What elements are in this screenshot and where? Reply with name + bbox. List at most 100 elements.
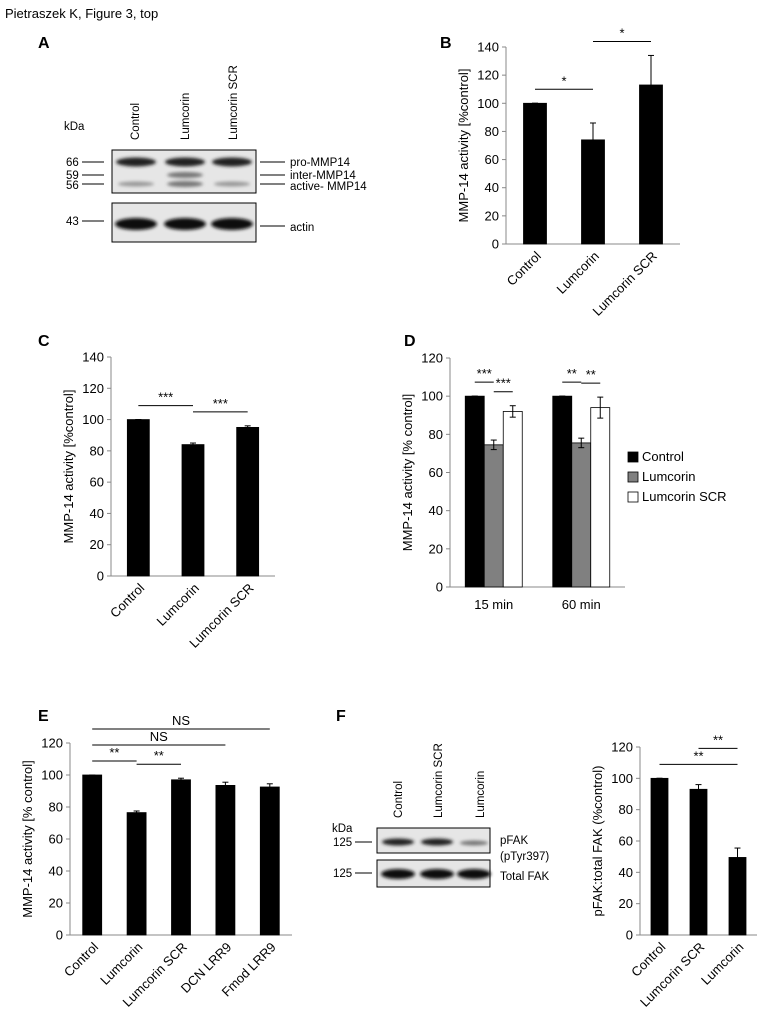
y-axis-label: MMP-14 activity [% control] xyxy=(20,760,35,918)
error-bar xyxy=(190,442,196,447)
error-bar xyxy=(244,425,251,430)
bar xyxy=(215,785,236,936)
y-tick-label: 60 xyxy=(429,465,443,480)
y-axis-label: pFAK:total FAK (%control) xyxy=(590,765,605,916)
significance-label: *** xyxy=(213,396,228,411)
x-tick-label: Lumcorin xyxy=(554,248,602,296)
y-tick-label: 80 xyxy=(429,427,443,442)
significance-label: * xyxy=(561,73,566,88)
header: Pietraszek K, Figure 3, top xyxy=(5,6,158,21)
legend-label: Lumcorin SCR xyxy=(642,489,727,504)
x-tick-label: Lumcorin xyxy=(698,939,746,987)
bar xyxy=(523,102,547,245)
x-tick-label: Control xyxy=(107,580,147,620)
y-tick-label: 80 xyxy=(485,124,499,139)
y-axis-label: MMP-14 activity [%control] xyxy=(456,69,471,223)
panel-letter: F xyxy=(336,708,346,725)
y-tick-label: 60 xyxy=(485,152,499,167)
legend-label: Lumcorin xyxy=(642,469,695,484)
error-bar xyxy=(133,810,140,815)
error-bar xyxy=(590,122,596,158)
error-bar xyxy=(509,405,516,418)
lane-label: Lumcorin xyxy=(475,771,487,818)
band-label: Total FAK xyxy=(500,871,550,883)
significance-label: NS xyxy=(172,713,190,728)
significance-label: * xyxy=(619,25,624,40)
x-tick-label: Lumcorin xyxy=(154,580,202,628)
y-tick-label: 20 xyxy=(429,541,443,556)
marker-label: 66 xyxy=(66,157,79,169)
bar xyxy=(259,786,280,936)
y-tick-label: 60 xyxy=(49,832,63,847)
error-bar xyxy=(648,54,654,116)
bar xyxy=(552,395,573,588)
error-bar xyxy=(597,396,604,419)
marker-label: 56 xyxy=(66,180,79,192)
y-tick-label: 100 xyxy=(82,412,104,427)
legend-swatch xyxy=(627,451,639,463)
marker-lines xyxy=(82,161,285,227)
marker-lines xyxy=(355,841,372,874)
y-tick-label: 120 xyxy=(421,351,443,366)
bar xyxy=(126,812,147,936)
legend-swatch xyxy=(627,471,639,483)
y-tick-label: 40 xyxy=(619,865,633,880)
bar xyxy=(483,444,504,588)
error-bar xyxy=(266,783,273,791)
error-bar xyxy=(734,847,741,868)
bar xyxy=(571,442,592,588)
significance-label: *** xyxy=(158,390,173,405)
significance-label: ** xyxy=(693,748,703,763)
bar xyxy=(689,788,708,936)
y-tick-label: 100 xyxy=(477,96,499,111)
y-tick-label: 0 xyxy=(97,569,104,584)
y-tick-label: 80 xyxy=(90,443,104,458)
lane-label: Control xyxy=(393,781,405,818)
y-tick-label: 0 xyxy=(492,237,499,252)
y-tick-label: 140 xyxy=(477,40,499,55)
lane-label: Lumcorin xyxy=(180,93,192,140)
significance-label: ** xyxy=(567,366,577,381)
x-tick-label: 60 min xyxy=(562,597,601,612)
marker-label: 59 xyxy=(66,170,79,182)
bar xyxy=(502,411,523,588)
bar xyxy=(82,774,103,936)
panel-letter: A xyxy=(38,35,50,52)
y-tick-label: 0 xyxy=(56,928,63,943)
error-bar xyxy=(222,781,229,790)
error-bar xyxy=(695,784,702,795)
y-tick-label: 0 xyxy=(626,928,633,943)
bar xyxy=(728,857,747,936)
bar xyxy=(126,419,150,577)
y-axis-label: MMP-14 activity [%control] xyxy=(61,390,76,544)
y-tick-label: 20 xyxy=(619,896,633,911)
x-tick-label: Control xyxy=(504,248,544,288)
lane-label: Control xyxy=(130,103,142,140)
panel-letter: B xyxy=(440,35,452,52)
bands xyxy=(381,838,491,879)
y-tick-label: 40 xyxy=(90,506,104,521)
y-tick-label: 100 xyxy=(41,768,63,783)
bar xyxy=(650,777,669,936)
significance-label: *** xyxy=(477,366,492,381)
y-tick-label: 120 xyxy=(477,68,499,83)
y-tick-label: 100 xyxy=(421,389,443,404)
error-bar xyxy=(578,437,585,449)
error-bar xyxy=(490,439,497,451)
y-tick-label: 60 xyxy=(619,834,633,849)
y-tick-label: 20 xyxy=(49,896,63,911)
marker-label: 43 xyxy=(66,216,79,228)
blot-a: Control Lumcorin Lumcorin SCR kDa 66 59 … xyxy=(64,65,367,243)
blot-f: Control Lumcorin SCR Lumcorin kDa 125 12… xyxy=(332,743,550,888)
y-tick-label: 40 xyxy=(429,503,443,518)
significance-label: NS xyxy=(150,729,168,744)
panel-letter: C xyxy=(38,333,50,350)
panel-letter: D xyxy=(404,333,416,350)
y-tick-label: 40 xyxy=(49,864,63,879)
lane-label: Lumcorin SCR xyxy=(433,743,445,818)
y-tick-label: 20 xyxy=(485,208,499,223)
bar xyxy=(590,407,611,588)
band-label: (pTyr397) xyxy=(500,851,549,863)
